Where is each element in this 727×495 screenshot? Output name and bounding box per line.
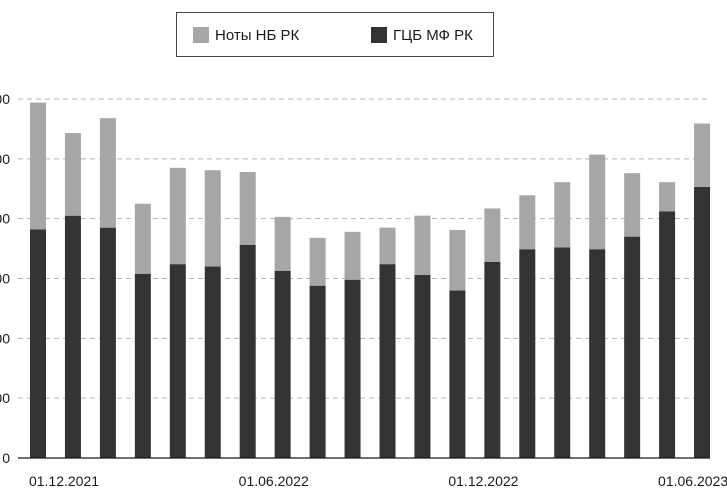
chart-legend: Ноты НБ РК ГЦБ МФ РК: [176, 12, 494, 57]
y-tick-label: 0: [2, 450, 10, 466]
bar-gov: [519, 249, 536, 458]
bar-gov: [239, 244, 256, 458]
bar-gov: [694, 186, 711, 458]
bar-notes: [379, 227, 396, 265]
legend-item-notes: Ноты НБ РК: [193, 26, 299, 44]
bar-notes: [99, 118, 116, 228]
bar-gov: [64, 215, 81, 458]
bar-gov: [204, 266, 221, 458]
bar-gov: [414, 274, 431, 458]
bar-gov: [379, 264, 396, 458]
bar-gov: [554, 247, 571, 458]
legend-label-gov: ГЦБ МФ РК: [393, 26, 473, 44]
x-tick-label: 01.12.2021: [29, 473, 99, 489]
bar-notes: [309, 237, 326, 286]
bar-notes: [519, 195, 536, 250]
bar-gov: [309, 285, 326, 458]
y-tick-label: 00: [0, 390, 10, 406]
bar-notes: [274, 216, 291, 271]
bar-gov: [30, 229, 46, 458]
y-tick-label: 00: [0, 151, 10, 167]
y-tick-label: 00: [0, 330, 10, 346]
bar-notes: [134, 203, 151, 274]
bar-notes: [169, 167, 186, 265]
legend-label-notes: Ноты НБ РК: [215, 26, 300, 44]
y-tick-label: 00: [0, 211, 10, 227]
bar-gov: [344, 279, 361, 458]
bar-notes: [64, 133, 81, 216]
bar-gov: [659, 211, 676, 458]
bar-notes: [204, 170, 221, 267]
bar-notes: [239, 171, 256, 245]
y-tick-label: 00: [0, 91, 10, 107]
bar-notes: [659, 182, 676, 212]
x-tick-label: 01.12.2022: [448, 473, 518, 489]
bar-notes: [449, 230, 466, 291]
legend-item-gov: ГЦБ МФ РК: [371, 26, 473, 44]
bar-notes: [694, 123, 711, 187]
x-tick-label: 01.06.2023: [658, 473, 727, 489]
bar-gov: [624, 236, 641, 458]
legend-swatch-gov: [371, 27, 387, 43]
bar-gov: [99, 227, 116, 458]
bar-notes: [414, 215, 431, 275]
bar-notes: [30, 102, 46, 230]
bar-notes: [589, 154, 606, 250]
y-tick-label: 00: [0, 271, 10, 287]
bar-gov: [449, 290, 466, 458]
bar-gov: [169, 264, 186, 458]
bar-notes: [554, 182, 571, 248]
bar-gov: [484, 261, 501, 458]
bar-notes: [484, 208, 501, 262]
bar-gov: [134, 273, 151, 458]
x-tick-label: 01.06.2022: [239, 473, 309, 489]
bar-notes: [344, 231, 361, 280]
bar-notes: [624, 173, 641, 237]
legend-swatch-notes: [193, 27, 209, 43]
bar-gov: [274, 270, 291, 458]
bar-gov: [589, 249, 606, 458]
